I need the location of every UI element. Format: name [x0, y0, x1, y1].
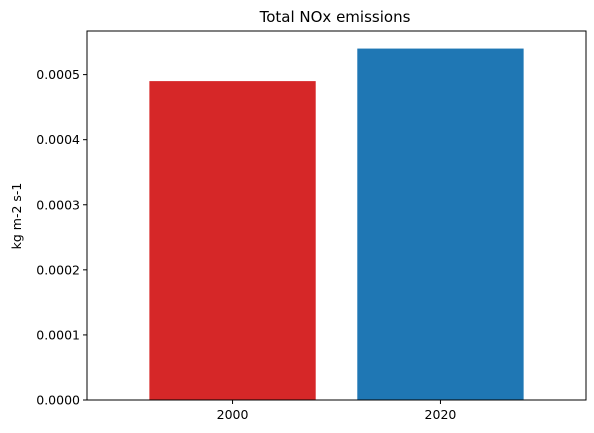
y-tick-label: 0.0005 [36, 67, 80, 82]
y-ticks-group: 0.0000 0.0001 0.0002 0.0003 0.0004 0.0005 [36, 67, 87, 408]
y-tick-label: 0.0002 [36, 262, 80, 277]
x-ticks-group: 2000 2020 [217, 400, 457, 422]
y-axis-label: kg m-2 s-1 [9, 183, 24, 250]
x-tick-label: 2020 [425, 407, 457, 422]
bar-2020 [357, 48, 524, 400]
y-tick-label: 0.0000 [36, 393, 80, 408]
bar-2000 [149, 81, 316, 400]
chart-title: Total NOx emissions [259, 8, 411, 26]
plot-frame [86, 30, 587, 401]
y-tick-label: 0.0001 [36, 327, 80, 342]
x-tick-label: 2000 [217, 407, 249, 422]
y-tick-label: 0.0004 [36, 132, 80, 147]
bars-group [149, 48, 524, 400]
y-tick-label: 0.0003 [36, 197, 80, 212]
